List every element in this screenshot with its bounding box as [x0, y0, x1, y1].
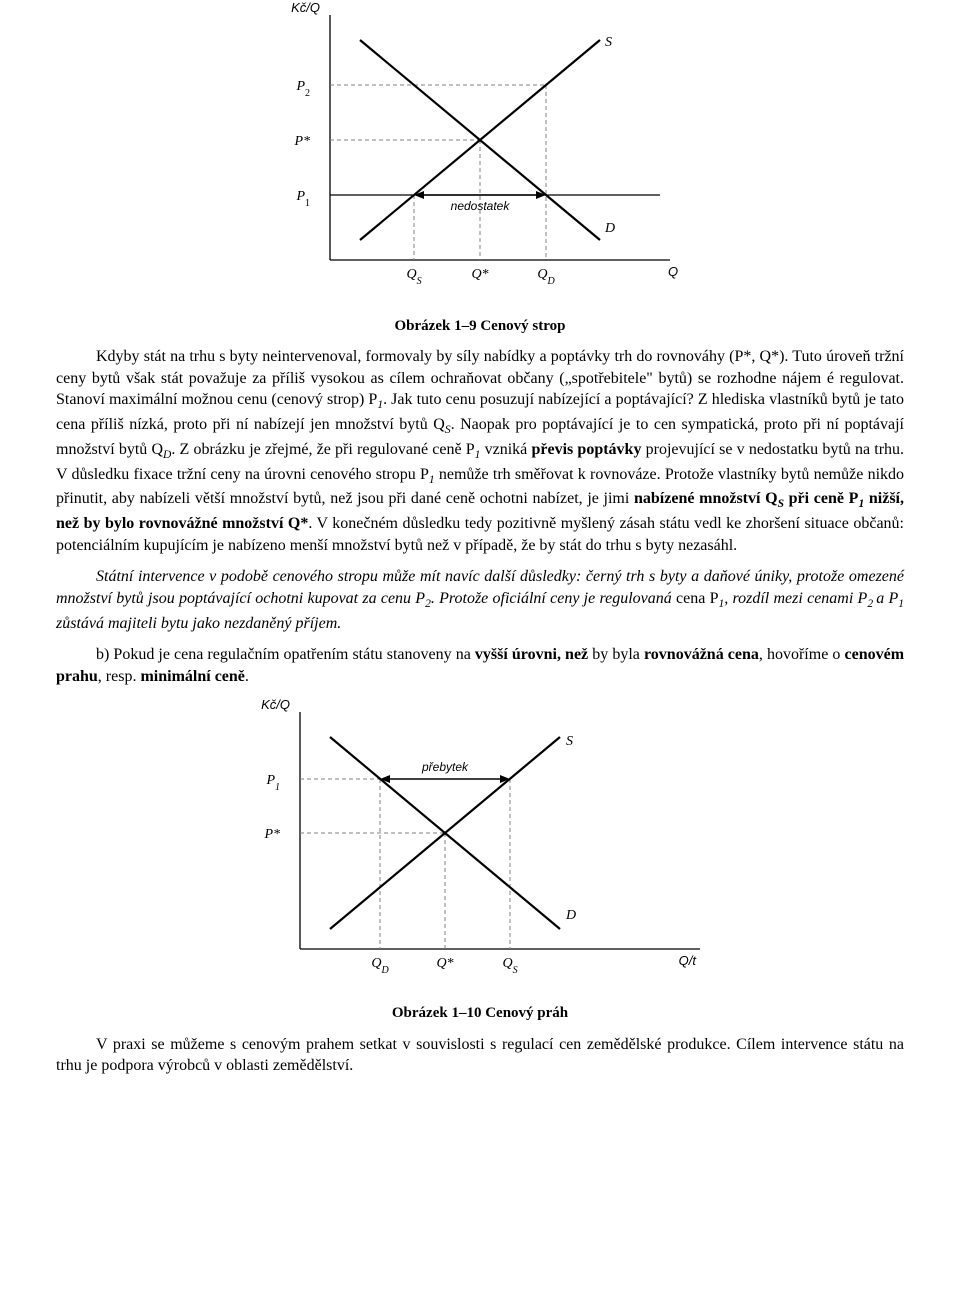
paragraph-1: Kdyby stát na trhu s byty neintervenoval…	[56, 346, 904, 556]
fig2-y-tick-pstar: P*	[263, 827, 280, 842]
paragraph-3: b) Pokud je cena regulačním opatřením st…	[56, 644, 904, 687]
fig1-arrow-label: nedostatek	[451, 199, 511, 213]
fig1-y-tick-p1: P1	[295, 189, 310, 209]
fig1-demand-label: D	[604, 221, 615, 236]
fig1-y-tick-p2: P2	[295, 79, 310, 99]
fig2-x-axis-label: Q/t	[679, 953, 698, 968]
fig2-y-tick-p1: P1	[265, 773, 280, 793]
paragraph-2: Státní intervence v podobě cenového stro…	[56, 566, 904, 634]
fig1-supply-label: S	[605, 35, 612, 50]
fig1-x-tick-qstar: Q*	[471, 267, 488, 282]
svg-text:Q/t: Q/t	[679, 953, 698, 968]
fig2-x-tick-qd: QD	[371, 956, 389, 976]
fig1-x-axis-label: Q	[668, 264, 678, 279]
fig2-x-tick-qstar: Q*	[436, 956, 453, 971]
figure-1-diagram: Kč/Q Q S D nedostatek P2 P* P1 QS Q* QD	[260, 0, 700, 310]
fig2-x-tick-qs: QS	[502, 956, 517, 976]
fig2-supply-label: S	[566, 734, 573, 749]
fig2-y-axis-label: Kč/Q	[261, 697, 290, 712]
fig1-y-axis-label: Kč/Q	[291, 0, 320, 15]
svg-text:Kč/Q: Kč/Q	[291, 0, 320, 15]
fig1-x-tick-qs: QS	[406, 267, 421, 287]
fig2-arrow-label: přebytek	[421, 760, 469, 774]
fig2-surplus-arrow	[380, 775, 510, 783]
fig1-x-tick-qd: QD	[537, 267, 555, 287]
fig2-demand-label: D	[565, 908, 576, 923]
figure-2-diagram: Kč/Q Q/t S D přebytek P1 P* QD Q* QS	[230, 697, 730, 997]
svg-text:Kč/Q: Kč/Q	[261, 697, 290, 712]
paragraph-4: V praxi se můžeme s cenovým prahem setka…	[56, 1034, 904, 1077]
figure-2-caption: Obrázek 1–10 Cenový práh	[56, 1003, 904, 1023]
fig1-y-tick-pstar: P*	[293, 134, 310, 149]
svg-text:Q: Q	[668, 264, 678, 279]
figure-1-caption: Obrázek 1–9 Cenový strop	[56, 316, 904, 336]
